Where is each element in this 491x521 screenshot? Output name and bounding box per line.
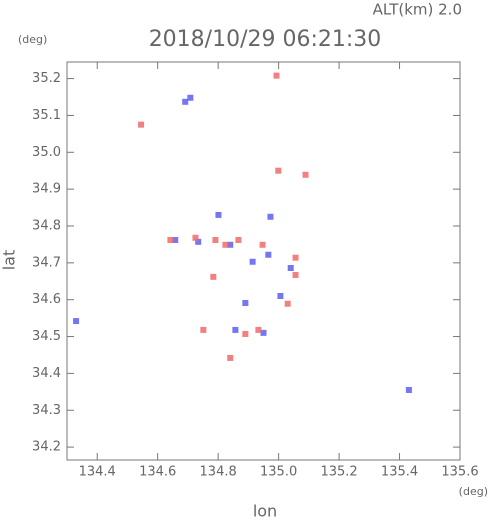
- echo-point: [187, 94, 194, 101]
- echo-point: [255, 326, 262, 333]
- echo-point: [284, 300, 291, 307]
- x-tick-label: 135.6: [441, 465, 478, 480]
- echo-point: [292, 254, 299, 261]
- x-tick-label: 134.6: [139, 465, 176, 480]
- echo-point: [265, 251, 272, 258]
- x-tick-label: 134.8: [200, 465, 237, 480]
- y-tick-label: 35.1: [32, 108, 61, 123]
- echo-point: [267, 213, 274, 220]
- echo-point: [259, 241, 266, 248]
- x-label: lon: [253, 502, 277, 521]
- y-tick-label: 34.5: [32, 329, 61, 344]
- echo-point: [192, 234, 199, 241]
- echo-point: [195, 238, 202, 245]
- x-tick-label: 135.4: [381, 465, 418, 480]
- y-tick-label: 34.8: [32, 218, 61, 233]
- echo-point: [302, 171, 309, 178]
- echo-point: [210, 273, 217, 280]
- echo-point: [200, 326, 207, 333]
- echo-point: [275, 167, 282, 174]
- x-tick-label: 135.0: [260, 465, 297, 480]
- x-tick-label: 135.2: [320, 465, 357, 480]
- echo-point: [405, 386, 412, 393]
- y-unit: (deg): [18, 33, 47, 46]
- echo-point: [138, 121, 145, 128]
- echo-point: [235, 236, 242, 243]
- echo-point: [232, 326, 239, 333]
- y-tick-label: 34.7: [32, 255, 61, 270]
- y-tick-label: 34.2: [32, 440, 61, 455]
- echo-point: [249, 258, 256, 265]
- y-tick-label: 35.0: [32, 145, 61, 160]
- echo-point: [242, 330, 249, 337]
- echo-point: [277, 293, 284, 300]
- y-tick-label: 34.9: [32, 182, 61, 197]
- altitude: ALT(km) 2.0: [373, 1, 462, 19]
- y-tick-label: 34.3: [32, 403, 61, 418]
- echo-point: [273, 72, 280, 79]
- echo-point: [172, 236, 179, 243]
- echo-point: [182, 98, 189, 105]
- echo-point: [215, 211, 222, 218]
- echo-point: [222, 241, 229, 248]
- x-unit: (deg): [459, 485, 488, 498]
- echo-point: [167, 236, 174, 243]
- echo-point: [227, 241, 234, 248]
- echo-point: [292, 272, 299, 279]
- y-tick-label: 34.6: [32, 292, 61, 307]
- echo-point: [242, 300, 249, 307]
- x-tick-label: 134.4: [79, 465, 116, 480]
- echo-point: [212, 236, 219, 243]
- y-label: lat: [0, 250, 19, 271]
- echo-point: [287, 265, 294, 272]
- echo-point: [73, 318, 80, 325]
- echo-point: [227, 354, 234, 361]
- echo-point: [260, 329, 267, 336]
- chart-title: 2018/10/29 06:21:30: [149, 27, 382, 52]
- y-tick-label: 34.4: [32, 366, 61, 381]
- y-tick-label: 35.2: [32, 71, 61, 86]
- plot-frame: [66, 61, 461, 461]
